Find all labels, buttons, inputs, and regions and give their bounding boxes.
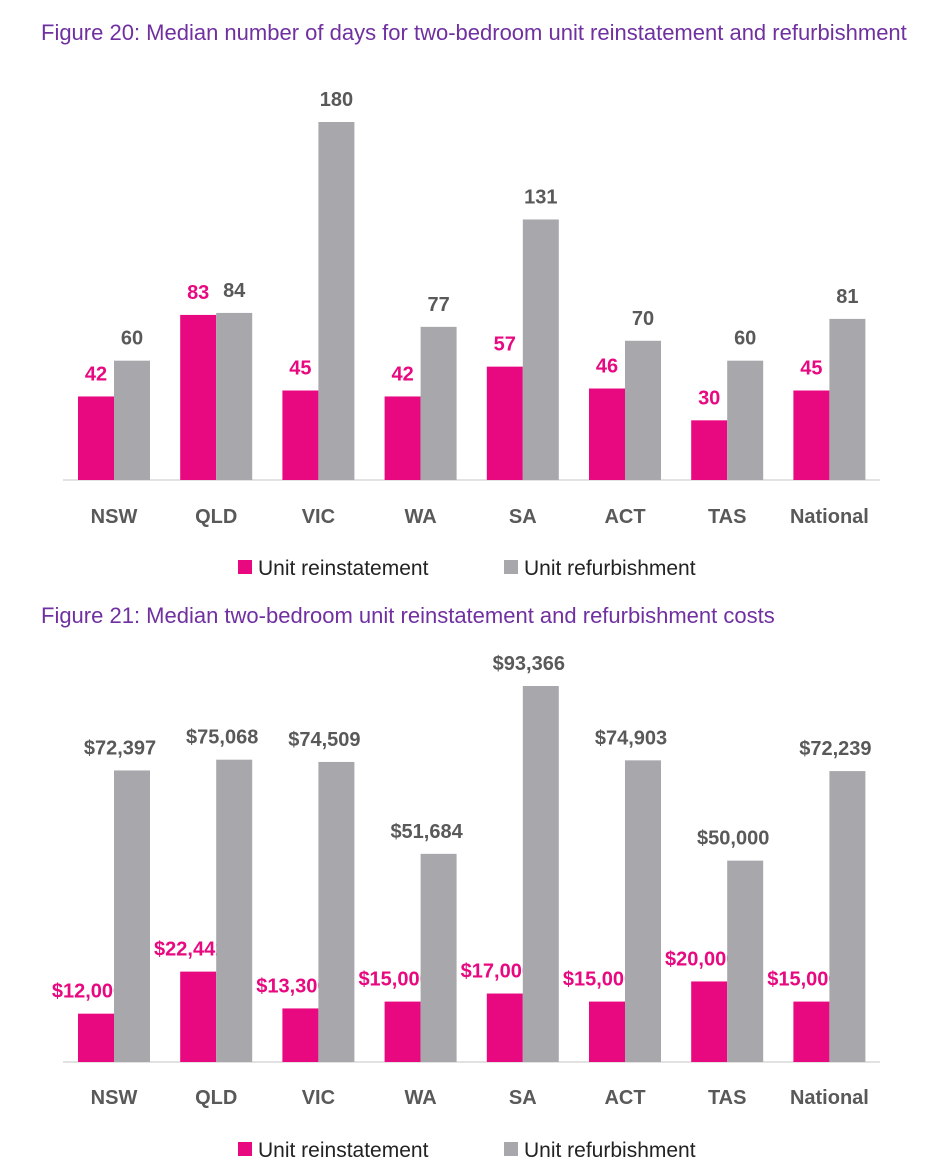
bar-refurbishment: [420, 853, 457, 1062]
legend-swatch-refurbishment: [504, 1142, 518, 1156]
data-label-reinstatement: 46: [596, 356, 618, 378]
bar-refurbishment: [114, 770, 150, 1062]
bar-refurbishment: [420, 326, 457, 480]
data-label-refurbishment: 70: [632, 308, 654, 330]
data-label-reinstatement: 83: [187, 282, 209, 304]
data-label-refurbishment: 81: [836, 286, 858, 308]
data-label-refurbishment: $93,366: [493, 653, 565, 675]
bar-reinstatement: [180, 314, 217, 480]
figure-20-title: Figure 20: Median number of days for two…: [41, 20, 907, 45]
data-label-refurbishment: 60: [121, 328, 143, 350]
bar-refurbishment: [727, 860, 764, 1062]
bar-reinstatement: [78, 1013, 114, 1062]
category-label: TAS: [708, 506, 747, 528]
legend-swatch-reinstatement: [238, 560, 252, 574]
bar-reinstatement: [78, 396, 114, 480]
bar-refurbishment: [625, 340, 661, 480]
bar-reinstatement: [589, 1001, 625, 1062]
legend-swatch-reinstatement: [238, 1142, 252, 1156]
bar-reinstatement: [282, 390, 319, 480]
category-label: ACT: [604, 1087, 645, 1109]
bar-reinstatement: [589, 388, 625, 480]
data-label-refurbishment: $72,397: [84, 737, 156, 759]
bar-reinstatement: [691, 981, 728, 1062]
category-label: NSW: [91, 1087, 138, 1109]
data-label-reinstatement: 42: [85, 363, 107, 385]
category-label: SA: [509, 506, 537, 528]
data-label-reinstatement: $13,300: [256, 975, 328, 997]
data-label-reinstatement: $15,000: [767, 969, 839, 991]
bar-refurbishment: [522, 686, 559, 1062]
category-label: QLD: [195, 506, 237, 528]
legend-label-reinstatement: Unit reinstatement: [258, 1139, 429, 1162]
category-label: SA: [509, 1087, 537, 1109]
category-label: WA: [404, 506, 436, 528]
data-label-reinstatement: 45: [800, 358, 822, 380]
bar-reinstatement: [180, 971, 217, 1062]
bar-refurbishment: [114, 360, 150, 480]
figure-21-title: Figure 21: Median two-bedroom unit reins…: [41, 603, 775, 628]
data-label-reinstatement: 30: [698, 387, 720, 409]
bar-refurbishment: [625, 760, 661, 1062]
data-label-refurbishment: $74,509: [288, 729, 360, 751]
legend-label-reinstatement: Unit reinstatement: [258, 557, 429, 580]
bar-refurbishment: [318, 122, 355, 480]
data-label-refurbishment: $75,068: [186, 727, 258, 749]
data-label-reinstatement: $17,000: [461, 961, 533, 983]
bar-reinstatement: [793, 1001, 830, 1062]
category-label: WA: [404, 1087, 436, 1109]
category-label: National: [790, 1087, 869, 1109]
bar-reinstatement: [384, 1001, 421, 1062]
bar-refurbishment: [318, 761, 355, 1062]
bar-refurbishment: [522, 219, 559, 480]
category-label: ACT: [604, 506, 645, 528]
data-label-reinstatement: $20,000: [665, 948, 737, 970]
category-label: VIC: [302, 1087, 335, 1109]
bar-reinstatement: [486, 366, 523, 480]
bar-refurbishment: [216, 312, 253, 480]
bar-reinstatement: [282, 1008, 319, 1062]
bar-reinstatement: [691, 420, 728, 480]
data-label-refurbishment: 60: [734, 328, 756, 350]
data-label-refurbishment: 77: [427, 294, 449, 316]
category-label: TAS: [708, 1087, 747, 1109]
data-label-reinstatement: 57: [494, 334, 516, 356]
category-label: VIC: [302, 506, 335, 528]
data-label-refurbishment: $72,239: [799, 738, 871, 760]
data-label-reinstatement: $12,000: [52, 981, 124, 1003]
bar-refurbishment: [216, 759, 253, 1062]
data-label-reinstatement: $15,000: [358, 969, 430, 991]
data-label-refurbishment: $74,903: [595, 727, 667, 749]
data-label-refurbishment: 131: [524, 186, 557, 208]
legend-label-refurbishment: Unit refurbishment: [524, 557, 696, 580]
data-label-reinstatement: $15,000: [563, 969, 635, 991]
bar-refurbishment: [829, 771, 866, 1062]
legend-label-refurbishment: Unit refurbishment: [524, 1139, 696, 1162]
category-label: QLD: [195, 1087, 237, 1109]
bar-reinstatement: [793, 390, 830, 480]
data-label-refurbishment: $50,000: [697, 828, 769, 850]
bar-refurbishment: [727, 360, 764, 480]
legend-swatch-refurbishment: [504, 560, 518, 574]
bar-refurbishment: [829, 318, 866, 480]
category-label: National: [790, 506, 869, 528]
category-label: NSW: [91, 506, 138, 528]
data-label-reinstatement: $22,442: [154, 939, 226, 961]
bar-reinstatement: [384, 396, 421, 480]
data-label-refurbishment: 84: [223, 280, 246, 302]
data-label-refurbishment: $51,684: [390, 821, 463, 843]
data-label-reinstatement: 45: [289, 358, 311, 380]
data-label-refurbishment: 180: [320, 89, 353, 111]
data-label-reinstatement: 42: [391, 363, 413, 385]
bar-reinstatement: [486, 993, 523, 1062]
